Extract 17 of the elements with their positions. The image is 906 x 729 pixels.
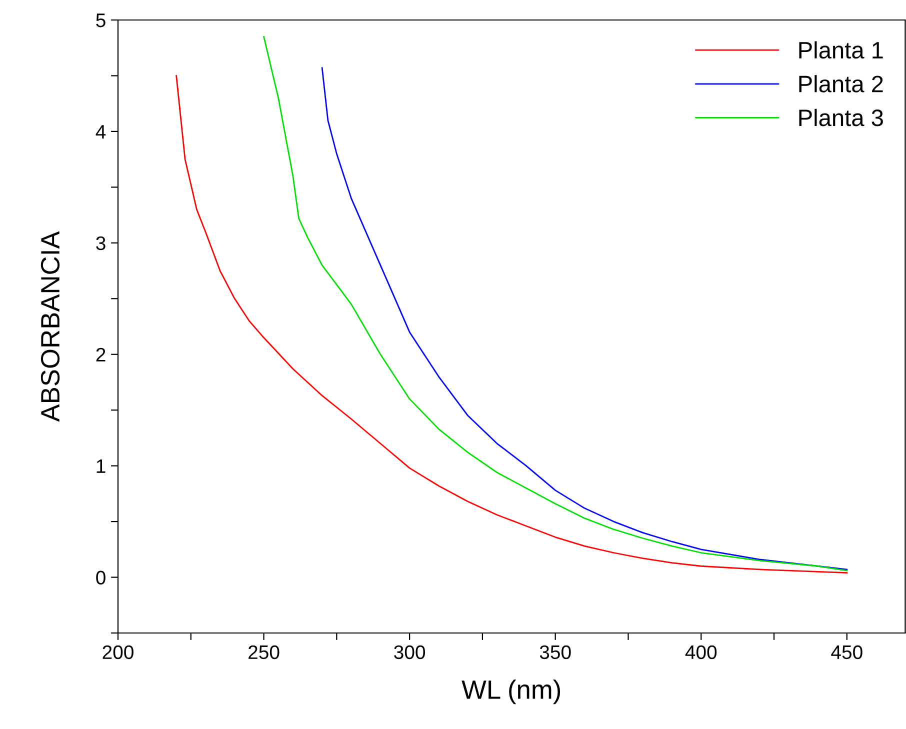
- x-tick-label: 400: [685, 645, 717, 660]
- legend-label: Planta 1: [799, 41, 883, 59]
- legend-label: Planta 3: [799, 108, 883, 126]
- x-axis-title: WL (nm): [462, 680, 560, 704]
- y-axis-title: ABSORBANCIA: [40, 231, 60, 422]
- x-tick-label: 450: [831, 645, 862, 660]
- y-tick-label: 4: [96, 125, 106, 138]
- y-tick-label: 2: [96, 348, 106, 362]
- x-tick-label: 350: [540, 645, 571, 660]
- y-tick-label: 3: [96, 236, 106, 250]
- x-tick-label: 300: [394, 645, 426, 660]
- legend-label: Planta 2: [799, 75, 883, 92]
- y-tick-label: 5: [96, 14, 106, 28]
- x-tick-label: 250: [248, 645, 280, 660]
- y-tick-label: 1: [96, 459, 106, 473]
- y-tick-label: 0: [96, 570, 106, 585]
- x-tick-label: 200: [102, 645, 134, 660]
